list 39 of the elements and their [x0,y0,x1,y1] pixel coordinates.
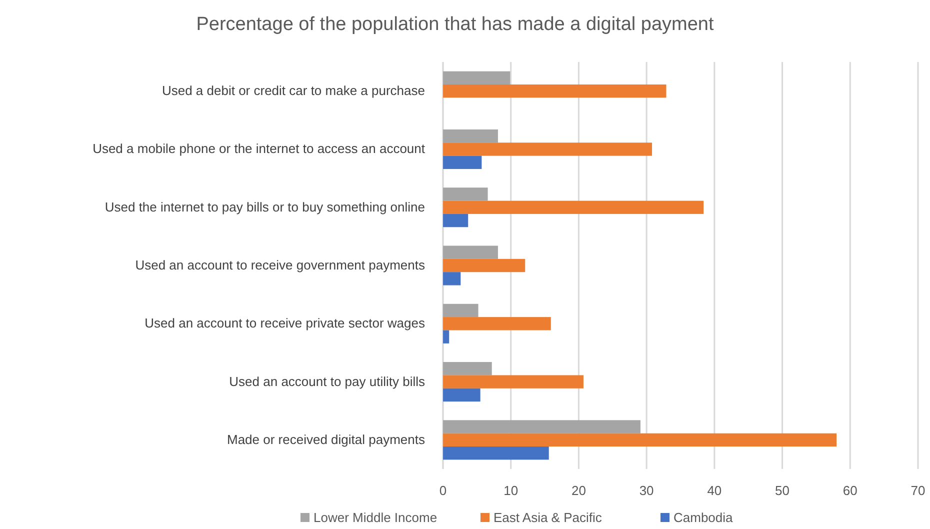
x-tick-label: 20 [571,483,586,498]
bar [443,156,482,169]
x-tick-label: 30 [639,483,654,498]
bar [443,317,551,330]
bar [443,362,492,376]
bar [443,258,526,272]
legend-label: Lower Middle Income [314,510,438,525]
bar [443,375,584,388]
bar [443,246,498,259]
y-tick-label: Used an account to receive government payments [135,258,426,272]
bar [443,420,640,434]
y-tick-label: Used an account to receive private sector wages [144,316,426,331]
x-tick-label: 10 [504,483,518,498]
chart-title: Percentage of the population that has made a digital payment [196,14,715,35]
bar [443,446,549,460]
y-tick-label: Used the internet to pay bills or to buy something online [104,199,425,214]
bar [443,84,666,98]
x-tick-label: 0 [439,483,447,498]
x-tick-label: 70 [910,483,926,498]
bar [443,330,450,344]
legend-label: East Asia & Pacific [494,510,602,525]
bar [443,272,461,286]
bar [443,188,488,201]
bar [443,71,510,84]
bar [443,200,704,214]
bar [443,142,652,156]
bar [443,304,478,318]
y-tick-label: Made or received digital payments [227,432,426,447]
y-tick-label: Used a debit or credit car to make a purchase [162,83,425,98]
x-tick-label: 50 [775,483,790,498]
x-tick-label: 40 [707,483,722,498]
bar [443,214,468,228]
bar [443,433,837,447]
x-tick-label: 60 [842,483,858,498]
y-tick-label: Used a mobile phone or the internet to access an account [92,141,426,156]
bar [443,388,480,402]
legend-label: Cambodia [674,510,734,525]
bar [443,129,498,143]
y-tick-label: Used an account to pay utility bills [229,374,426,389]
